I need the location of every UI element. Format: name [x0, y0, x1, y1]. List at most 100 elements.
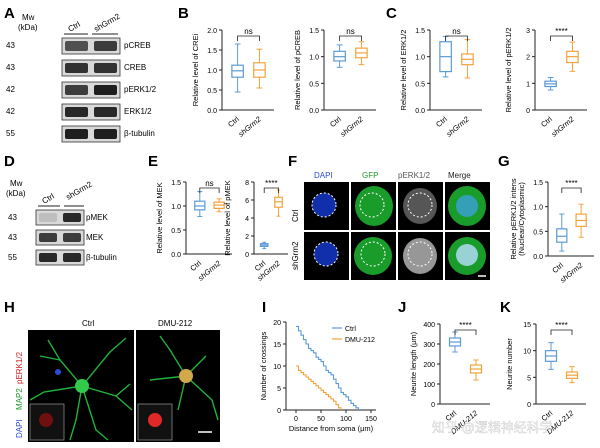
significance-label: ns — [205, 179, 213, 188]
y-tick-label: 0.0 — [309, 108, 319, 115]
blot-band — [63, 233, 81, 242]
lane-label-d-ctrl: Ctrl — [41, 192, 56, 206]
y-tick-label: 0.0 — [415, 108, 425, 115]
panel-letter-h: H — [4, 299, 15, 316]
blot-band — [94, 85, 117, 95]
col-label-h-dmu: DMU-212 — [158, 319, 193, 328]
panel-letter-a: A — [4, 5, 15, 22]
lane-label-d-shgrm2: shGrm2 — [65, 179, 95, 201]
y-tick-label: 1.5 — [415, 28, 425, 35]
blot-a: 43 pCREB 43 CREB 42 pERK1/2 42 ERK1/2 55 β-tubuli… — [6, 37, 157, 143]
y-tick-label: 0.5 — [309, 81, 319, 88]
cell-shape — [354, 237, 392, 275]
y-tick-label: 0.0 — [171, 252, 181, 259]
lane-label-ctrl: Ctrl — [67, 20, 82, 34]
y-tick-label: 8 — [245, 180, 249, 187]
y-tick-label: 0.5 — [533, 229, 543, 236]
panel-letter-b: B — [178, 5, 189, 22]
mw-marker: 43 — [6, 41, 15, 50]
mw-label-d-line1: Mw — [10, 179, 23, 188]
y-axis-label: Neurite number — [505, 338, 514, 390]
blot-band — [94, 63, 117, 73]
band-label: pERK1/2 — [124, 85, 157, 94]
y-tick-label: 0 — [431, 402, 435, 409]
y-tick-label: 1.0 — [415, 55, 425, 62]
significance-bracket — [445, 35, 468, 41]
category-label: shGrm2 — [237, 114, 264, 139]
y-tick-label: 15 — [273, 342, 281, 349]
blot-band — [39, 213, 57, 222]
nucleus-shape — [314, 242, 338, 266]
y-tick-label: 10 — [273, 364, 281, 371]
nucleus-shape — [456, 244, 478, 266]
blot-band — [65, 41, 88, 51]
x-axis-label: Distance from soma (μm) — [289, 424, 374, 433]
y-tick-label: 1.0 — [533, 205, 543, 212]
col-label-dapi: DAPI — [314, 171, 333, 180]
inset-soma-ctrl — [39, 413, 53, 427]
panel-letter-k: K — [500, 299, 511, 316]
panel-letter-d: D — [4, 153, 15, 170]
y-tick-label: 4 — [245, 216, 249, 223]
panel-f: F DAPI GFP pERK1/2 Merge Ctrl shGrm2 — [288, 153, 490, 280]
col-label-merge: Merge — [448, 171, 471, 180]
cell-shape — [355, 186, 393, 226]
blot-d: 43 pMEK 43 MEK 55 β-tubulin — [8, 209, 117, 266]
blot-band — [94, 129, 117, 139]
blot-band — [65, 107, 88, 117]
y-axis-label: (Nuclear/Cytoplasmic) — [517, 182, 526, 256]
legend-label: Ctrl — [345, 326, 356, 333]
y-axis-label: Relative level of CREi — [191, 33, 200, 106]
blot-band — [39, 253, 57, 262]
side-label-perk: pERK1/2 — [15, 351, 24, 384]
y-tick-label: 1.5 — [207, 48, 217, 55]
y-tick-label: 1.0 — [171, 204, 181, 211]
blot-band — [94, 41, 117, 51]
significance-bracket — [561, 187, 582, 193]
mw-marker: 55 — [6, 129, 15, 138]
y-tick-label: 0.5 — [207, 88, 217, 95]
panel-letter-f: F — [288, 153, 297, 170]
category-label: Ctrl — [226, 114, 241, 129]
mw-label-d-line2: (kDa) — [6, 189, 26, 198]
category-label: shGrm2 — [196, 258, 223, 283]
panel-letter-j: J — [398, 299, 406, 316]
y-axis-label: Relative level of pMEK — [223, 180, 232, 255]
box — [556, 228, 568, 243]
significance-bracket — [339, 35, 362, 41]
y-tick-label: 0 — [527, 402, 531, 409]
category-label: shGrm2 — [550, 114, 577, 139]
blot-band — [65, 129, 88, 139]
category-label: shGrm2 — [445, 114, 472, 139]
y-axis-label: Number of crossings — [259, 331, 268, 400]
col-label-h-ctrl: Ctrl — [82, 319, 95, 328]
panel-letter-e: E — [148, 153, 158, 170]
y-tick-label: 2.0 — [207, 28, 217, 35]
blot-band — [63, 213, 81, 222]
panel-d: D Mw (kDa) Ctrl shGrm2 43 pMEK 43 MEK 55 β-tu… — [4, 153, 117, 266]
y-tick-label: 1.5 — [533, 180, 543, 187]
chart-c-erk: 0.0 0.5 1.0 1.5 Relative level of ERK1/2 Ctrl… — [399, 27, 482, 139]
side-label-dapi: DAPI — [15, 419, 24, 438]
significance-bracket — [454, 329, 477, 335]
y-tick-label: 0.0 — [533, 254, 543, 261]
y-axis-label: Relative level of pERK1/2 — [504, 27, 513, 112]
x-tick-label: 100 — [340, 416, 352, 423]
y-tick-label: 0 — [245, 252, 249, 259]
col-label-perk: pERK1/2 — [398, 171, 431, 180]
nucleus-dot — [55, 369, 61, 375]
significance-label: **** — [565, 179, 577, 188]
blot-band — [39, 233, 57, 242]
blot-band — [63, 253, 81, 262]
panel-letter-i: I — [262, 299, 266, 316]
nucleus-outline — [311, 192, 337, 218]
nucleus-outline — [359, 192, 385, 218]
nucleus-outline — [360, 241, 386, 267]
row-label-ctrl: Ctrl — [291, 209, 300, 222]
soma-ctrl — [75, 379, 89, 393]
y-axis-label: Neurite length (μm) — [409, 331, 418, 396]
band-label: pCREB — [124, 41, 151, 50]
